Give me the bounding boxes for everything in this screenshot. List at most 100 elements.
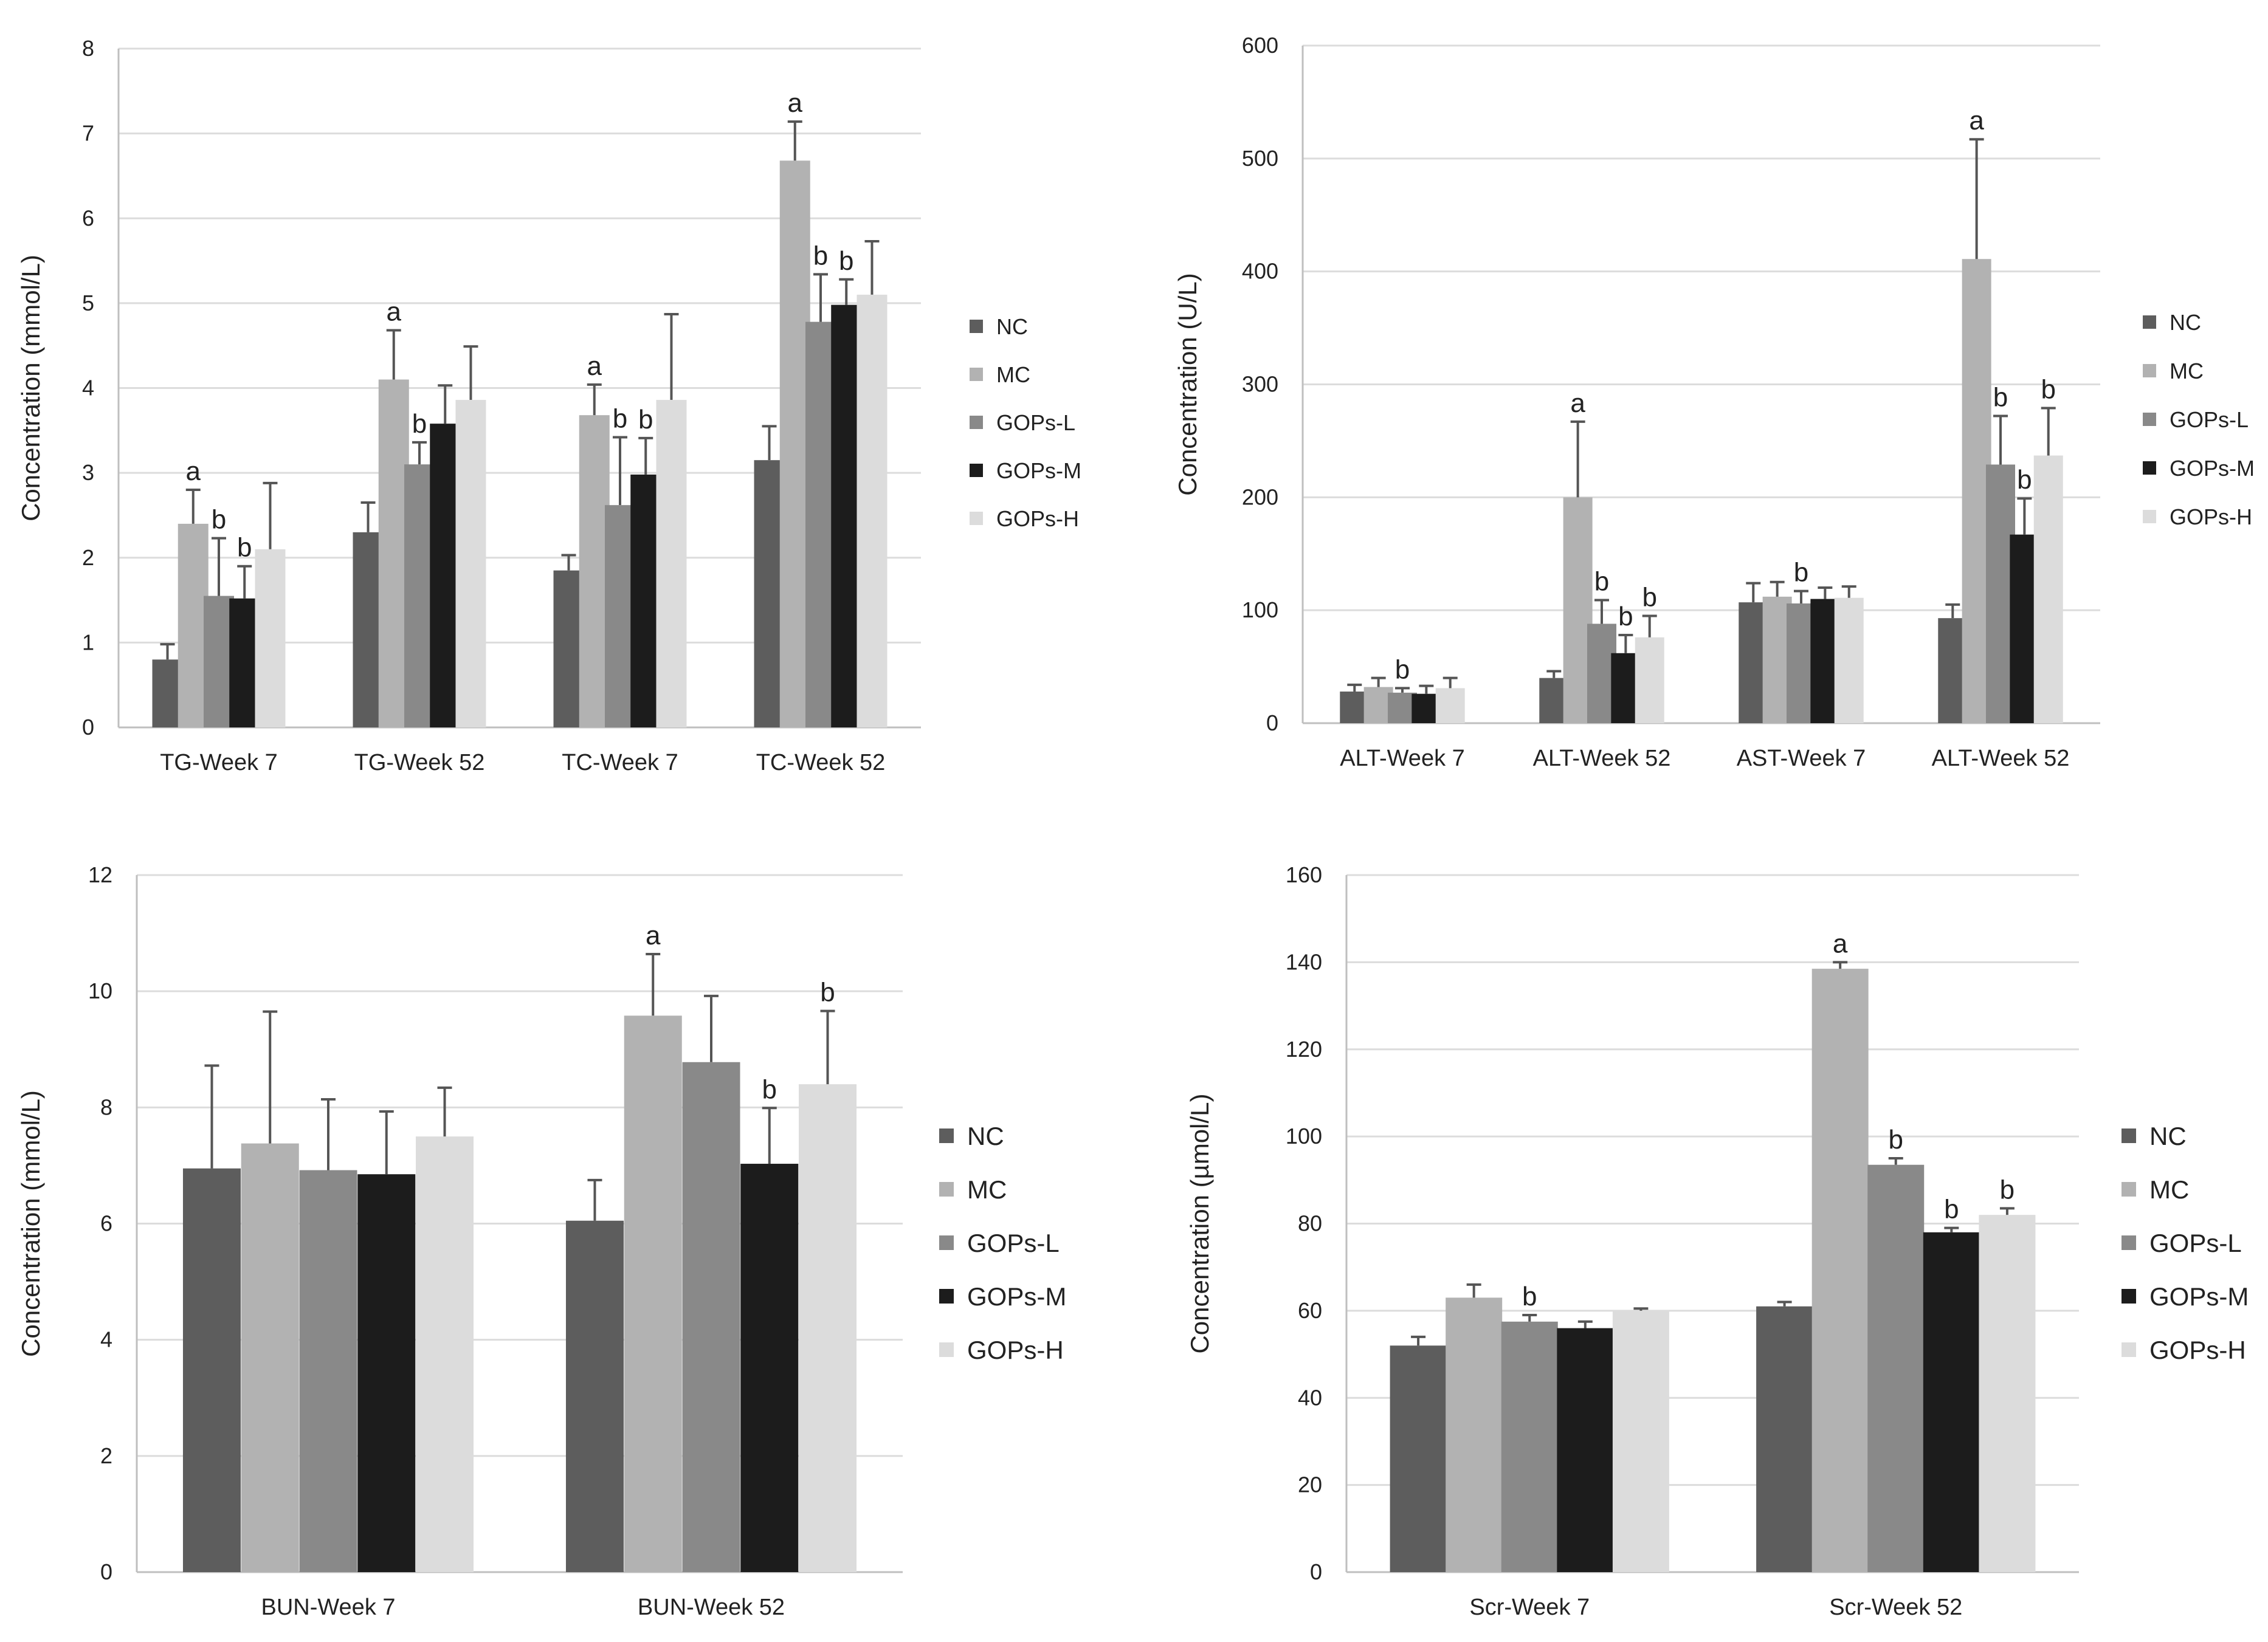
bar-gops-h-1 [416,1136,474,1572]
bar-mc-1 [1446,1297,1503,1572]
y-tick-label: 6 [100,1211,112,1236]
bar-gops-m-1 [357,1174,416,1572]
x-category-label: TC-Week 7 [562,750,678,775]
bar-gops-h-2 [1979,1215,2036,1572]
legend-label: NC [967,1122,1004,1150]
legend-swatch-gops-m [2122,1289,2136,1304]
x-category-label: ALT-Week 52 [1533,746,1671,771]
significance-letter: b [1794,558,1808,588]
bar-nc-2 [353,532,384,727]
significance-letter: b [813,241,828,270]
chart-panel-4: 0 20 40 60 80 100 120 140 160 Concentration (µmol… [1185,862,2249,1620]
y-tick-label: 0 [1310,1559,1322,1584]
bar-gops-m-2 [1923,1232,1980,1572]
significance-letter: b [1522,1282,1537,1311]
significance-letter: b [820,978,835,1008]
bar-gops-h-4 [2033,455,2063,723]
x-category-label: ALT-Week 7 [1340,746,1465,771]
legend-label: GOPs-L [996,410,1075,435]
y-tick-label: 8 [100,1094,112,1119]
legend-swatch-nc [2143,315,2156,329]
x-category-label: TG-Week 52 [354,750,485,775]
x-category-label: Scr-Week 7 [1469,1595,1590,1620]
significance-letter: b [1993,383,2008,413]
significance-letter: b [762,1074,777,1104]
y-tick-label: 4 [82,376,94,400]
legend-label: GOPs-H [2149,1336,2246,1364]
legend-label: NC [2170,310,2201,335]
significance-letter: b [1594,566,1609,596]
y-tick-label: 100 [1242,597,1278,622]
y-tick-label: 0 [1266,710,1278,735]
bar-mc-2 [624,1015,682,1572]
y-tick-label: 0 [82,715,94,740]
bar-mc-1 [178,523,209,727]
legend-swatch-gops-l [2143,413,2156,426]
y-tick-label: 100 [1286,1124,1322,1149]
bar-gops-h-3 [1834,597,1864,723]
y-tick-label: 5 [82,290,94,315]
y-axis-title: Concentration (U/L) [1173,273,1202,496]
bar-nc-2 [1756,1306,1813,1572]
x-category-label: BUN-Week 52 [638,1595,785,1620]
legend-label: MC [2149,1175,2189,1204]
significance-letter: b [1395,654,1410,684]
y-tick-label: 20 [1298,1472,1322,1497]
bar-gops-l-3 [605,505,635,727]
y-tick-label: 140 [1286,949,1322,974]
y-tick-label: 120 [1286,1037,1322,1062]
y-tick-label: 1 [82,630,94,654]
legend-label: GOPs-H [967,1336,1064,1364]
legend-label: MC [967,1175,1007,1204]
y-tick-label: 300 [1242,372,1278,397]
significance-letter: a [788,88,803,118]
bar-gops-m-4 [831,304,862,728]
x-category-label: TC-Week 52 [756,750,886,775]
bar-gops-m-2 [740,1164,799,1572]
y-tick-label: 60 [1298,1298,1322,1323]
legend-swatch-mc [939,1182,954,1197]
x-category-label: BUN-Week 7 [261,1595,395,1620]
x-category-label: TG-Week 7 [160,750,278,775]
significance-letter: b [2000,1175,2015,1204]
significance-letter: b [1944,1195,1959,1225]
bar-nc-3 [553,570,584,727]
x-category-label: AST-Week 7 [1737,746,1866,771]
legend-label: GOPs-M [967,1282,1066,1311]
legend-label: GOPs-H [2170,504,2252,529]
legend-swatch-gops-l [939,1235,954,1250]
y-tick-label: 600 [1242,33,1278,58]
y-tick-label: 2 [100,1443,112,1468]
bar-mc-2 [1811,969,1869,1572]
y-axis-title: Concentration (µmol/L) [1185,1093,1214,1353]
legend-swatch-gops-h [2122,1342,2136,1357]
y-tick-label: 0 [100,1559,112,1584]
bar-nc-1 [1390,1345,1447,1572]
legend-swatch-nc [2122,1128,2136,1143]
y-tick-label: 8 [82,36,94,61]
y-axis-title: Concentration (mmol/L) [16,1090,45,1357]
significance-letter: b [2041,375,2055,405]
bar-gops-l-1 [1501,1321,1558,1572]
significance-letter: a [1833,929,1848,958]
legend-label: NC [2149,1122,2187,1150]
bar-gops-h-1 [255,549,286,727]
y-tick-label: 4 [100,1327,112,1352]
significance-letter: a [1969,106,1984,136]
significance-letter: a [1570,388,1585,418]
y-tick-label: 7 [82,121,94,146]
bar-gops-m-3 [630,474,661,727]
significance-letter: a [646,921,661,950]
significance-letter: b [237,533,252,563]
legend-swatch-gops-h [2143,510,2156,523]
legend-swatch-mc [2122,1182,2136,1197]
bar-gops-h-2 [455,400,486,727]
legend-swatch-mc [970,368,983,381]
bar-mc-3 [579,415,610,727]
legend-swatch-gops-m [939,1289,954,1304]
legend-label: GOPs-M [2149,1282,2249,1311]
significance-letter: b [638,405,653,435]
bar-gops-l-2 [1867,1164,1925,1572]
legend-swatch-gops-h [970,512,983,525]
